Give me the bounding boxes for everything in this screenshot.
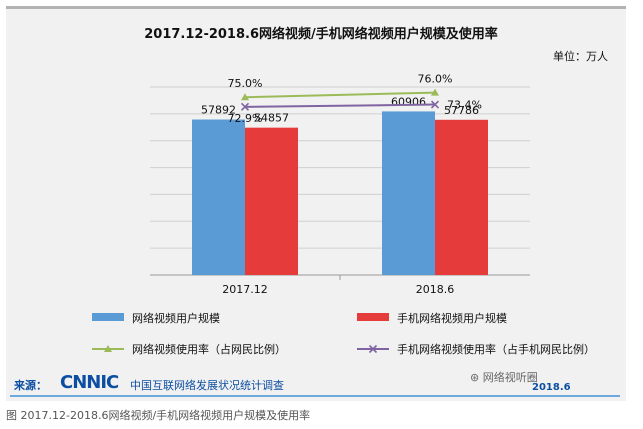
line-marker-triangle	[431, 88, 439, 96]
source-label: 来源：	[14, 379, 47, 392]
legend-label-1: 手机网络视频用户规模	[397, 311, 507, 325]
bar-0-1	[382, 111, 435, 275]
wechat-account-name: 网络视听圈	[482, 371, 538, 384]
line-marker-triangle	[241, 93, 249, 101]
line-value-label: 76.0%	[418, 73, 453, 86]
line-series-1	[244, 103, 436, 108]
source-org: 中国互联网络发展状况统计调查	[130, 379, 284, 392]
legend-swatch-1	[357, 313, 389, 321]
bar-1-0	[245, 127, 298, 275]
source-logo: CNNIC	[60, 372, 119, 393]
x-tick-label: 2017.12	[222, 283, 268, 296]
x-tick-label: 2018.6	[416, 283, 455, 296]
chart-card	[6, 6, 626, 401]
source-date: 2018.6	[532, 382, 571, 393]
bar-value-label: 57786	[444, 104, 479, 117]
wechat-icon: ⊛	[470, 371, 480, 384]
bar-value-label: 57892	[201, 104, 236, 117]
legend-label-2: 网络视频使用率（占网民比例）	[132, 342, 286, 356]
unit-label: 单位：万人	[553, 49, 608, 63]
line-series-0	[244, 91, 436, 99]
chart-title: 2017.12-2018.6网络视频/手机网络视频用户规模及使用率	[144, 26, 498, 42]
legend-marker-2	[104, 345, 112, 352]
line-value-label: 75.0%	[228, 77, 263, 90]
bar-0-0	[192, 119, 245, 275]
bar-value-label: 60906	[391, 95, 426, 108]
line-value-label: 73.4%	[447, 99, 482, 112]
legend-label-3: 手机网络视频使用率（占手机网民比例）	[397, 342, 595, 356]
line-value-label: 72.9%	[228, 112, 263, 125]
line-marker-x	[430, 100, 440, 109]
wechat-watermark: ⊛ 网络视听圈	[470, 369, 538, 385]
bar-value-label: 54857	[254, 112, 289, 125]
bar-1-1	[435, 119, 488, 275]
legend-swatch-0	[92, 313, 124, 321]
figure-caption: 图 2017.12-2018.6网络视频/手机网络视频用户规模及使用率	[6, 409, 311, 422]
legend-label-0: 网络视频用户规模	[132, 311, 220, 325]
line-marker-x	[240, 102, 250, 111]
legend-marker-3	[368, 344, 378, 354]
